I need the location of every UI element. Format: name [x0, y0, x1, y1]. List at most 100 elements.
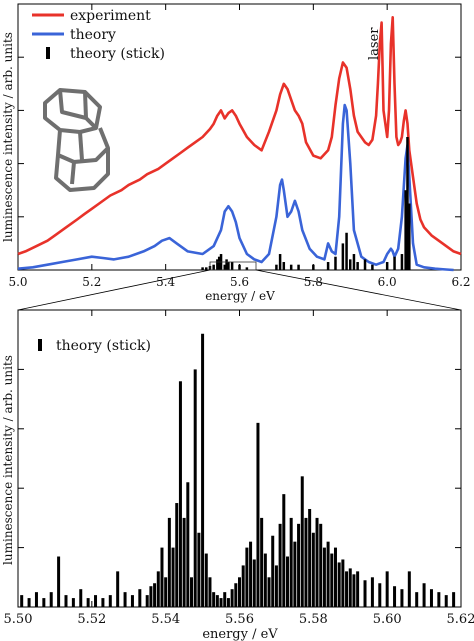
- stick-bar: [201, 267, 204, 270]
- stick-bar: [201, 333, 205, 607]
- bottom-ticks: 5.50 5.52 5.54 5.56 5.58 5.60 5.62: [4, 310, 474, 627]
- x-tick-label: 5.0: [8, 275, 27, 289]
- stick-bar: [123, 592, 127, 607]
- stick-bar: [341, 243, 345, 270]
- stick-bar: [230, 589, 234, 607]
- stick-bar: [178, 381, 182, 607]
- bottom-sticks: [20, 333, 456, 607]
- stick-bar: [356, 571, 360, 607]
- stick-bar: [278, 254, 282, 270]
- stick-bar: [186, 482, 190, 607]
- stick-bar: [282, 494, 286, 607]
- x-tick-label: 5.56: [225, 612, 254, 627]
- stick-bar: [293, 541, 297, 607]
- stick-bar: [348, 568, 352, 607]
- stick-bar: [408, 203, 411, 270]
- stick-bar: [256, 422, 260, 607]
- stick-bar: [205, 267, 208, 270]
- stick-bar: [378, 583, 382, 607]
- stick-bar: [223, 592, 227, 607]
- stick-bar: [108, 595, 112, 607]
- laser-annotation: laser: [367, 27, 382, 60]
- x-tick-label: 5.62: [447, 612, 474, 627]
- zoom-region-box: [209, 261, 257, 271]
- top-sticks: [201, 137, 411, 270]
- stick-bar: [145, 595, 149, 607]
- stick-bar: [326, 262, 330, 270]
- legend-label-stick-bottom: theory (stick): [56, 338, 151, 354]
- stick-bar: [241, 565, 245, 607]
- bottom-legend: theory (stick): [38, 338, 151, 354]
- legend-label-experiment: experiment: [70, 8, 151, 24]
- stick-bar: [297, 523, 301, 607]
- stick-bar: [156, 571, 160, 607]
- stick-bar: [217, 256, 221, 270]
- stick-bar: [452, 592, 456, 607]
- stick-bar: [167, 517, 171, 607]
- stick-bar: [238, 264, 241, 270]
- x-tick-label: 5.58: [299, 612, 328, 627]
- stick-bar: [64, 595, 68, 607]
- stick-bar: [27, 598, 31, 607]
- legend-label-stick: theory (stick): [70, 46, 165, 62]
- stick-bar: [326, 541, 330, 607]
- legend-label-theory: theory: [70, 27, 116, 43]
- stick-bar: [400, 254, 404, 270]
- stick-bar: [79, 589, 83, 607]
- stick-bar: [20, 595, 24, 607]
- stick-bar: [208, 577, 212, 607]
- stick-bar: [345, 232, 348, 270]
- series-line-experiment: [17, 16, 462, 256]
- stick-bar: [249, 541, 253, 607]
- legend-swatch-stick-bottom: [38, 339, 42, 351]
- stick-bar: [275, 264, 278, 270]
- stick-bar: [289, 264, 293, 270]
- stick-bar: [175, 503, 179, 607]
- bottom-chart: 5.50 5.52 5.54 5.56 5.58 5.60 5.62 theory (sti…: [1, 309, 474, 641]
- stick-bar: [311, 532, 315, 607]
- x-tick-label: 6.2: [451, 275, 470, 289]
- stick-bar: [238, 577, 241, 607]
- stick-bar: [415, 592, 419, 607]
- stick-bar: [267, 577, 271, 607]
- x-tick-label: 5.4: [156, 275, 175, 289]
- x-tick-label: 5.52: [77, 612, 106, 627]
- stick-bar: [71, 598, 75, 607]
- stick-bar: [57, 556, 61, 607]
- stick-bar: [245, 547, 249, 607]
- stick-bar: [282, 262, 286, 270]
- stick-bar: [437, 592, 441, 607]
- stick-bar: [308, 508, 312, 607]
- stick-bar: [138, 589, 142, 607]
- bottom-x-axis-label: energy / eV: [202, 627, 278, 641]
- stick-bar: [197, 532, 201, 607]
- stick-bar: [429, 589, 433, 607]
- stick-bar: [385, 571, 389, 607]
- top-legend: experiment theory theory (stick): [32, 8, 165, 62]
- stick-bar: [274, 565, 278, 607]
- stick-bar: [226, 598, 230, 607]
- stick-bar: [285, 556, 289, 607]
- x-tick-label: 5.60: [373, 612, 402, 627]
- stick-bar: [337, 562, 341, 607]
- stick-bar: [164, 577, 168, 607]
- zoom-connector-left: [17, 269, 211, 311]
- stick-bar: [42, 598, 46, 607]
- stick-bar: [370, 577, 374, 607]
- stick-bar: [422, 583, 426, 607]
- bottom-y-axis-label: luminescence intensity / arb. units: [1, 355, 15, 565]
- stick-bar: [204, 553, 208, 607]
- stick-bar: [153, 583, 157, 607]
- stick-bar: [182, 517, 186, 607]
- stick-bar: [86, 598, 90, 607]
- stick-bar: [400, 589, 404, 607]
- stick-bar: [149, 586, 153, 607]
- stick-bar: [227, 262, 230, 270]
- x-tick-label: 5.6: [230, 275, 249, 289]
- stick-bar: [345, 571, 349, 607]
- legend-swatch-stick: [46, 47, 50, 59]
- stick-bar: [297, 264, 300, 270]
- bottom-plot-frame: [17, 309, 462, 608]
- stick-bar: [322, 547, 326, 607]
